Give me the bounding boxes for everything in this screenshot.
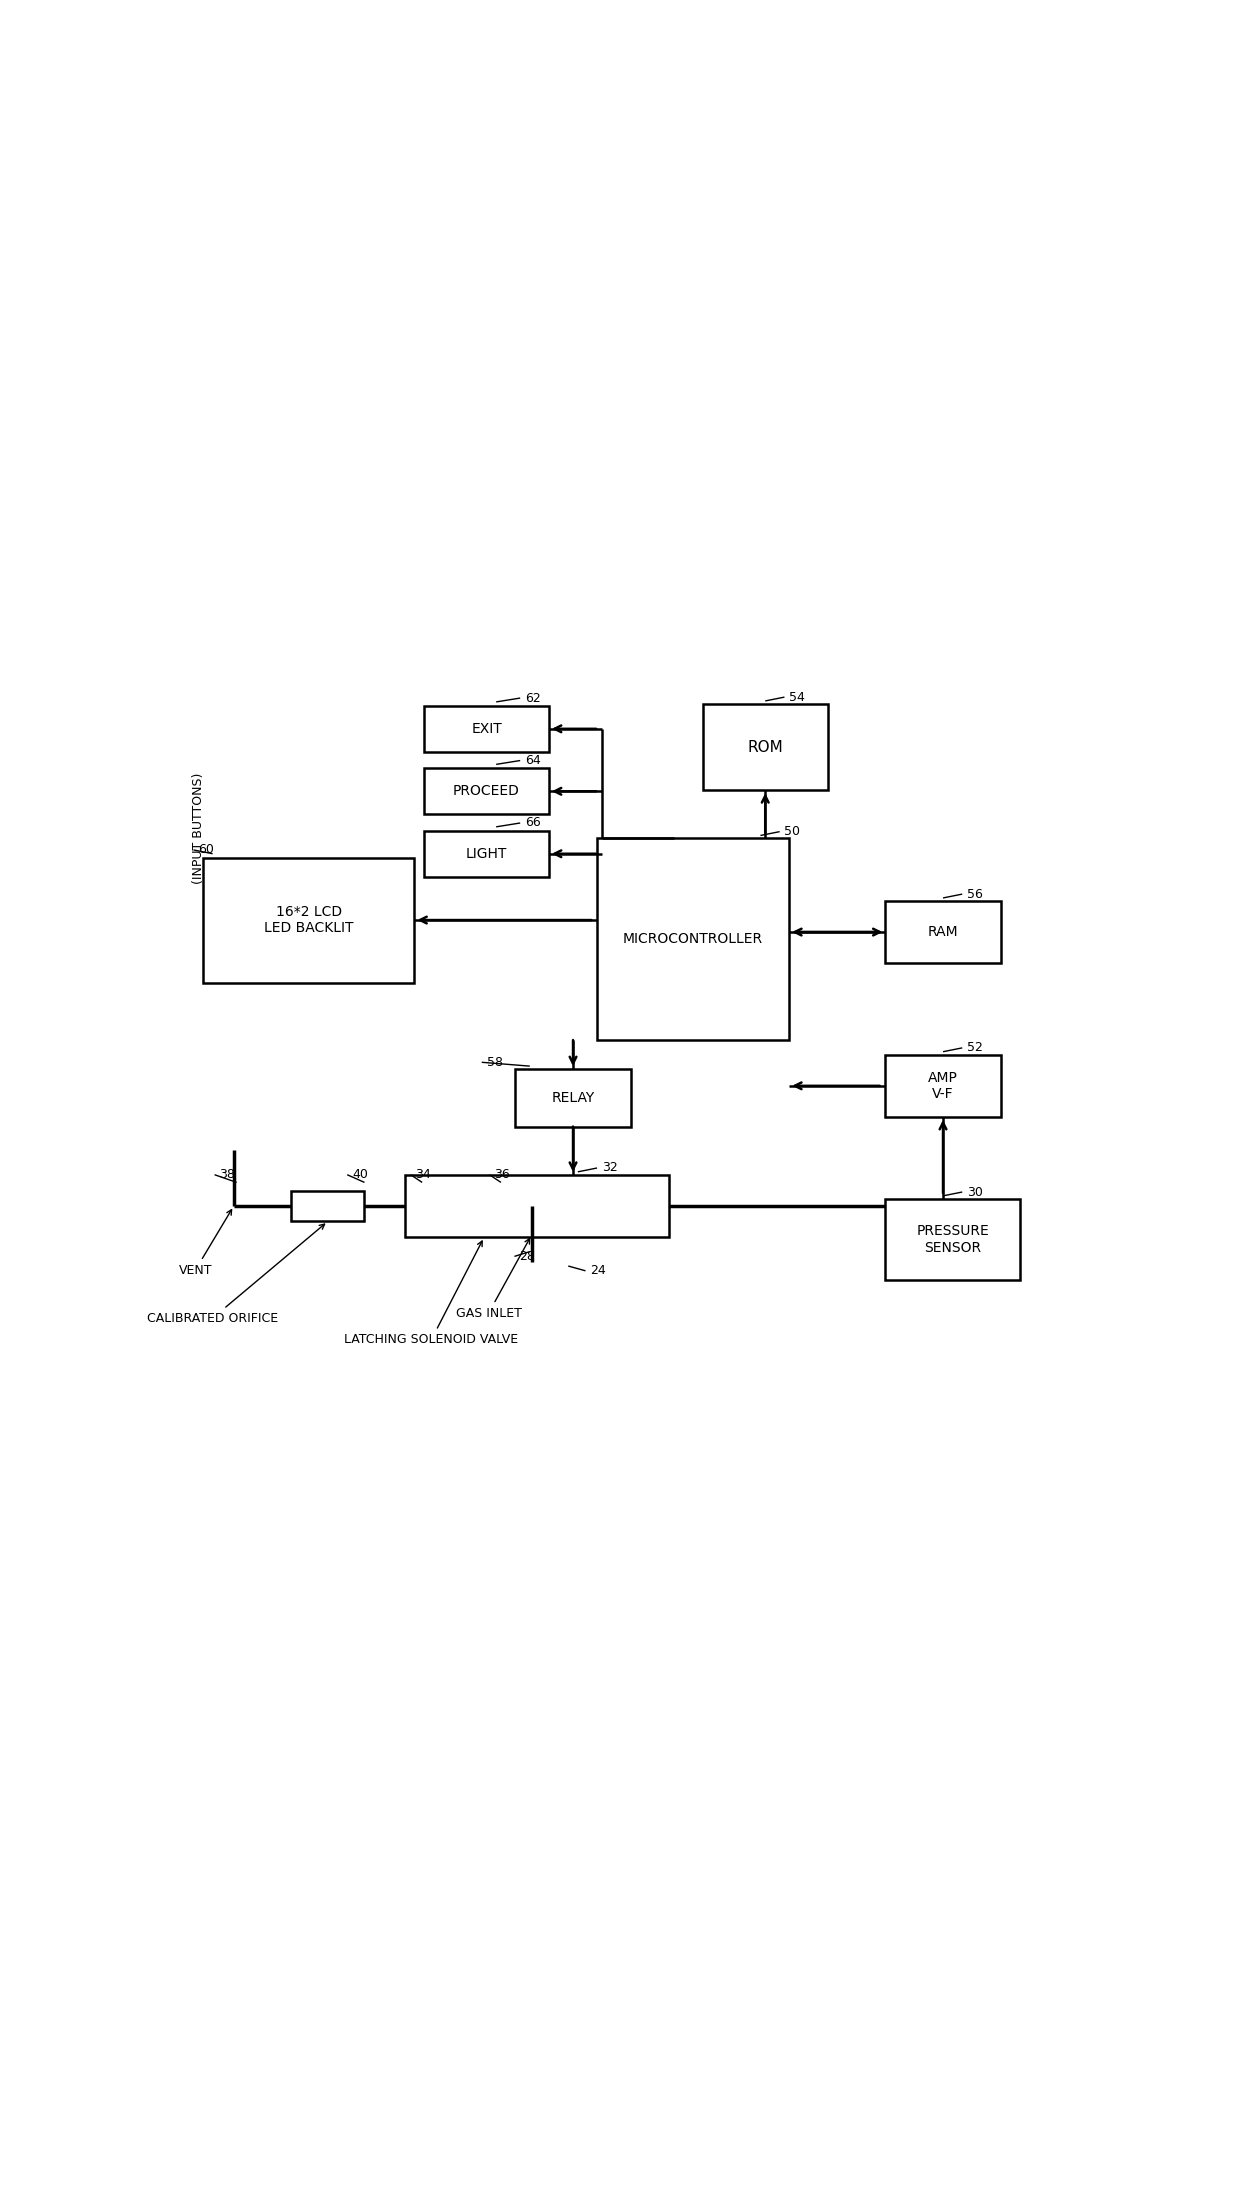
Text: 32: 32 [601, 1161, 618, 1175]
Text: GAS INLET: GAS INLET [455, 1239, 529, 1321]
Text: 28: 28 [520, 1250, 536, 1263]
Text: 62: 62 [525, 692, 541, 706]
Bar [291, 1190, 365, 1221]
Text: RELAY: RELAY [552, 1091, 595, 1104]
Text: ROM: ROM [748, 739, 784, 754]
Text: LATCHING SOLENOID VALVE: LATCHING SOLENOID VALVE [345, 1241, 518, 1347]
Bar [404, 1175, 670, 1237]
Text: 16*2 LCD
LED BACKLIT: 16*2 LCD LED BACKLIT [264, 905, 353, 936]
Bar [424, 706, 549, 752]
Text: (INPUT BUTTONS): (INPUT BUTTONS) [192, 772, 205, 885]
Text: 30: 30 [967, 1186, 983, 1199]
Text: LIGHT: LIGHT [466, 847, 507, 860]
Text: 64: 64 [525, 754, 541, 768]
Text: 56: 56 [967, 887, 983, 900]
Text: PRESSURE
SENSOR: PRESSURE SENSOR [916, 1225, 990, 1254]
Text: RAM: RAM [928, 925, 959, 940]
Text: 58: 58 [486, 1055, 502, 1068]
Text: CALIBRATED ORIFICE: CALIBRATED ORIFICE [148, 1223, 325, 1325]
Bar [885, 1199, 1021, 1281]
Bar [424, 768, 549, 814]
Text: VENT: VENT [179, 1210, 232, 1276]
Text: MICROCONTROLLER: MICROCONTROLLER [622, 931, 764, 947]
Text: 38: 38 [219, 1168, 236, 1181]
Bar [516, 1068, 631, 1126]
Text: 54: 54 [789, 690, 805, 703]
Text: 40: 40 [352, 1168, 368, 1181]
Text: 36: 36 [495, 1168, 510, 1181]
Bar [203, 858, 414, 982]
Text: AMP
V-F: AMP V-F [928, 1071, 959, 1102]
Text: PROCEED: PROCEED [453, 785, 520, 799]
Bar [703, 703, 828, 790]
Bar [885, 1055, 1001, 1117]
Text: 60: 60 [198, 843, 215, 856]
Text: 50: 50 [785, 825, 801, 838]
Text: 34: 34 [415, 1168, 432, 1181]
Text: EXIT: EXIT [471, 721, 502, 737]
Text: 52: 52 [967, 1042, 983, 1055]
Bar [885, 900, 1001, 962]
Bar [596, 838, 789, 1040]
Text: 24: 24 [590, 1265, 606, 1276]
Bar [424, 832, 549, 876]
Text: 66: 66 [525, 816, 541, 830]
